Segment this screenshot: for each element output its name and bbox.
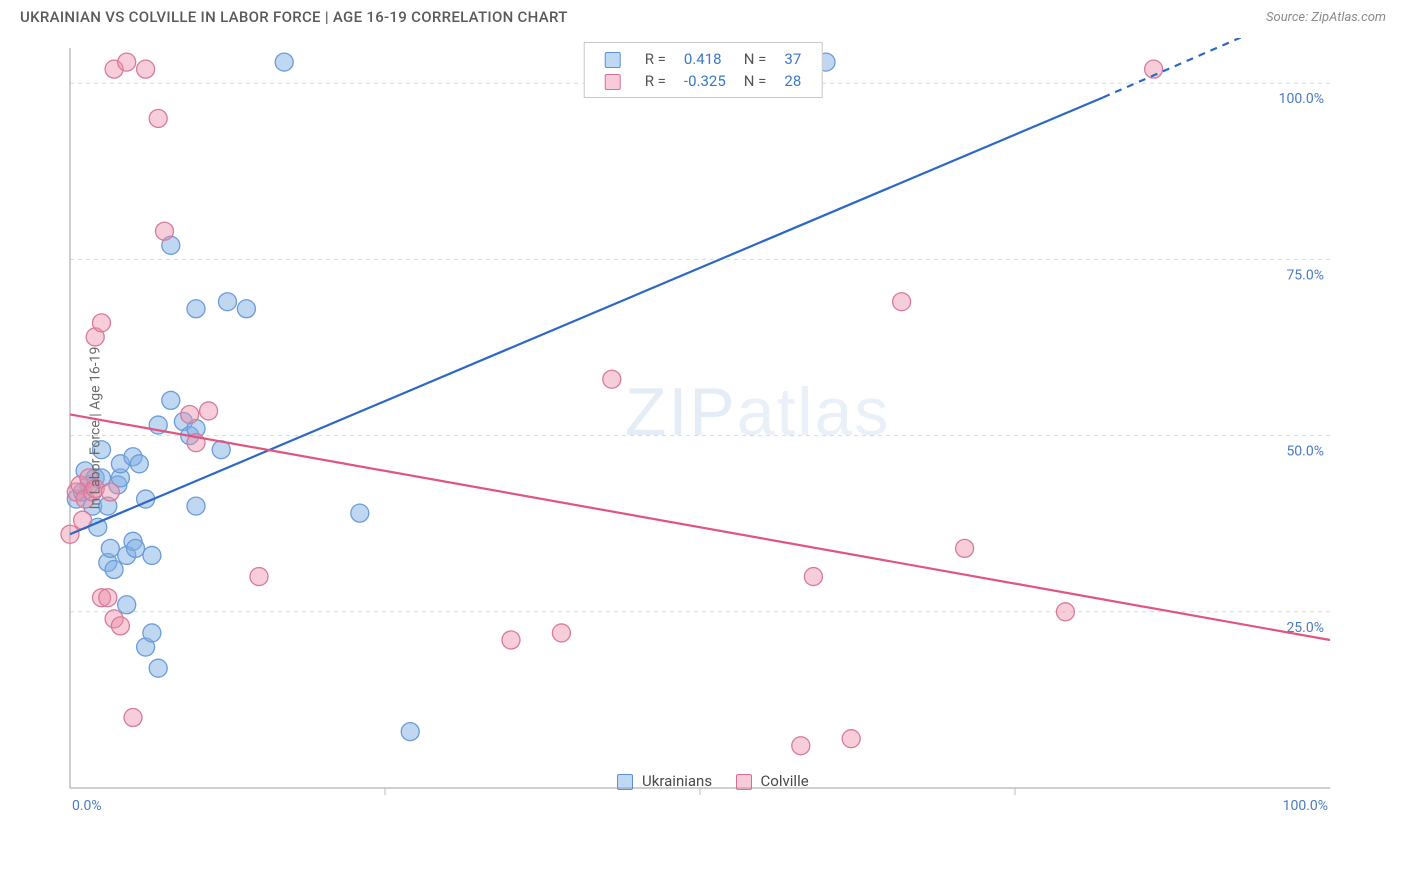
legend-label-colville: Colville bbox=[761, 772, 809, 790]
n-label: N = bbox=[736, 71, 775, 91]
svg-text:100.0%: 100.0% bbox=[1283, 798, 1328, 814]
y-axis-label: In Labor Force | Age 16-19 bbox=[87, 347, 103, 510]
scatter-chart: 25.0%50.0%75.0%100.0%0.0%100.0% bbox=[20, 38, 1340, 818]
chart-title: UKRAINIAN VS COLVILLE IN LABOR FORCE | A… bbox=[20, 8, 568, 26]
swatch-pink-icon bbox=[605, 74, 621, 90]
n-value-ukrainians: 37 bbox=[776, 49, 809, 69]
swatch-pink-icon bbox=[736, 774, 752, 790]
r-label: R = bbox=[637, 49, 674, 69]
svg-text:50.0%: 50.0% bbox=[1286, 444, 1324, 460]
legend-row-colville: R = -0.325 N = 28 bbox=[597, 71, 810, 91]
r-value-ukrainians: 0.418 bbox=[676, 49, 734, 69]
chart-container: In Labor Force | Age 16-19 25.0%50.0%75.… bbox=[20, 38, 1386, 818]
source-attribution: Source: ZipAtlas.com bbox=[1266, 10, 1386, 25]
r-label: R = bbox=[637, 71, 674, 91]
r-value-colville: -0.325 bbox=[676, 71, 734, 91]
svg-text:75.0%: 75.0% bbox=[1286, 267, 1324, 283]
legend-label-ukrainians: Ukrainians bbox=[642, 772, 712, 790]
series-legend: Ukrainians Colville bbox=[20, 772, 1386, 790]
n-label: N = bbox=[736, 49, 775, 69]
svg-text:0.0%: 0.0% bbox=[72, 798, 102, 814]
svg-text:100.0%: 100.0% bbox=[1279, 91, 1324, 107]
n-value-colville: 28 bbox=[776, 71, 809, 91]
swatch-blue-icon bbox=[617, 774, 633, 790]
correlation-legend-box: R = 0.418 N = 37 R = -0.325 N = 28 bbox=[584, 42, 823, 98]
swatch-blue-icon bbox=[605, 52, 621, 68]
header: UKRAINIAN VS COLVILLE IN LABOR FORCE | A… bbox=[0, 0, 1406, 38]
legend-row-ukrainians: R = 0.418 N = 37 bbox=[597, 49, 810, 69]
